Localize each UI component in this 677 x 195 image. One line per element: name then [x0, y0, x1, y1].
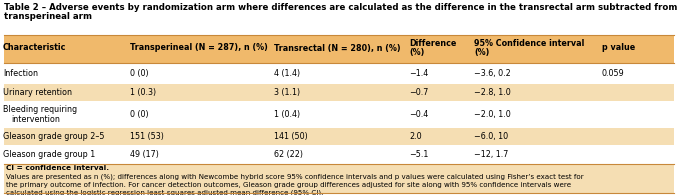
Text: 1 (0.4): 1 (0.4) [274, 110, 300, 119]
Text: 4 (1.4): 4 (1.4) [274, 69, 300, 78]
Text: 1 (0.3): 1 (0.3) [130, 88, 156, 97]
Text: 95% Confidence interval: 95% Confidence interval [474, 40, 584, 49]
Text: (%): (%) [409, 48, 424, 57]
Text: Urinary retention: Urinary retention [3, 88, 72, 97]
Text: −6.0, 10: −6.0, 10 [474, 132, 508, 141]
Text: 0.059: 0.059 [602, 69, 625, 78]
Text: transperineal arm: transperineal arm [4, 12, 92, 21]
Text: Values are presented as n (%); differences along with Newcombe hybrid score 95% : Values are presented as n (%); differenc… [6, 173, 584, 195]
Text: Gleason grade group 2–5: Gleason grade group 2–5 [3, 132, 104, 141]
Text: Bleeding requiring: Bleeding requiring [3, 105, 77, 114]
Text: 49 (17): 49 (17) [130, 150, 159, 159]
Text: Transperineal (N = 287), n (%): Transperineal (N = 287), n (%) [130, 43, 268, 52]
Bar [4, 84, 674, 101]
Text: CI = confidence interval.: CI = confidence interval. [6, 165, 109, 171]
Text: −2.8, 1.0: −2.8, 1.0 [474, 88, 510, 97]
Bar [4, 146, 674, 163]
Text: −2.0, 1.0: −2.0, 1.0 [474, 110, 510, 119]
Text: Table 2 – Adverse events by randomization arm where differences are calculated a: Table 2 – Adverse events by randomizatio… [4, 3, 677, 12]
Bar [4, 64, 674, 83]
Text: intervention: intervention [11, 115, 60, 124]
Bar [4, 102, 674, 127]
Text: 141 (50): 141 (50) [274, 132, 308, 141]
Text: p value: p value [602, 43, 635, 52]
Bar [4, 35, 674, 63]
Text: Characteristic: Characteristic [3, 43, 66, 52]
Text: −0.4: −0.4 [409, 110, 429, 119]
Text: Transrectal (N = 280), n (%): Transrectal (N = 280), n (%) [274, 43, 401, 52]
Text: −5.1: −5.1 [409, 150, 429, 159]
Text: −3.6, 0.2: −3.6, 0.2 [474, 69, 510, 78]
Text: −0.7: −0.7 [409, 88, 429, 97]
Text: 0 (0): 0 (0) [130, 69, 149, 78]
Text: 2.0: 2.0 [409, 132, 422, 141]
Text: −12, 1.7: −12, 1.7 [474, 150, 508, 159]
Bar [4, 164, 674, 193]
Text: (%): (%) [474, 48, 489, 57]
Text: Difference: Difference [409, 40, 456, 49]
Text: 62 (22): 62 (22) [274, 150, 303, 159]
Bar [4, 128, 674, 145]
Text: Infection: Infection [3, 69, 38, 78]
Text: 151 (53): 151 (53) [130, 132, 164, 141]
Text: Gleason grade group 1: Gleason grade group 1 [3, 150, 95, 159]
Text: 0 (0): 0 (0) [130, 110, 149, 119]
Text: 3 (1.1): 3 (1.1) [274, 88, 300, 97]
Text: −1.4: −1.4 [409, 69, 429, 78]
